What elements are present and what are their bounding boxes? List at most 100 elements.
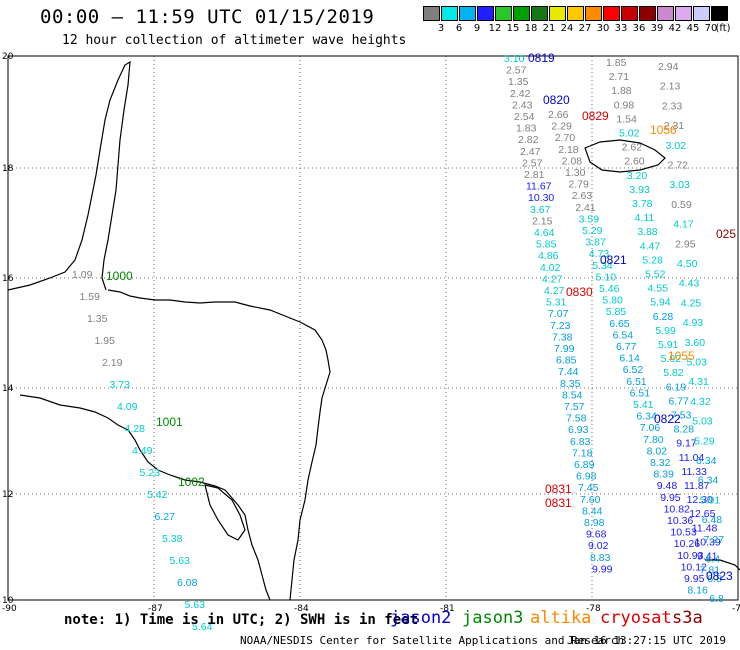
wave-height-value: 9.02 [588, 540, 609, 552]
wave-height-value: 2.43 [512, 99, 533, 111]
coastline-yucatan [19, 394, 271, 601]
wave-height-value: 4.27 [544, 285, 565, 297]
satellite-s3a: s3a [672, 608, 703, 628]
wave-height-value: 9.41 [697, 551, 718, 563]
wave-height-value: 1.35 [87, 313, 108, 325]
wave-height-value: 10.30 [528, 192, 554, 204]
wave-height-value: 6.89 [574, 459, 595, 471]
wave-height-value: 10.93 [677, 550, 703, 562]
track-time-label: 025 [716, 227, 736, 241]
wave-height-value: 7.06 [640, 422, 661, 434]
legend-label: 36 [632, 23, 646, 34]
legend-label: 30 [596, 23, 610, 34]
wave-height-value: 7.53 [671, 410, 692, 422]
legend-label: 42 [668, 23, 682, 34]
wave-height-value: 6.8 [709, 593, 724, 605]
coastline [7, 60, 740, 601]
wave-height-value: 2.31 [664, 120, 685, 132]
wave-height-value: 5.92 [661, 353, 682, 365]
wave-height-value: 5.63 [170, 555, 191, 567]
lon-label: -81 [440, 604, 455, 614]
color-legend: 3 6 9 12 15 18 21 24 27 30 33 36 39 42 45 70 (ft) [423, 6, 733, 34]
wave-height-value: 10.53 [670, 527, 696, 539]
track-time-label: 0821 [600, 253, 627, 267]
legend-label: 15 [506, 23, 520, 34]
wave-height-value: 4.47 [640, 240, 661, 252]
wave-height-value: 3.10 [504, 53, 525, 65]
wave-height-value: 2.47 [520, 146, 541, 158]
wave-height-value: 5.31 [546, 297, 567, 309]
wave-height-value: 3.73 [110, 379, 131, 391]
wave-height-value: 0.98 [614, 99, 635, 111]
legend-swatch [531, 6, 548, 21]
legend-label: 9 [473, 23, 481, 34]
wave-height-value: 2.13 [660, 81, 681, 93]
wave-height-value: 4.32 [690, 396, 711, 408]
wave-height-value: 10.26 [674, 538, 700, 550]
wave-height-value: 5.91 [700, 494, 721, 506]
wave-height-value: 6.08 [177, 577, 198, 589]
legend-label: 70 [704, 23, 718, 34]
wave-height-value: 2.54 [514, 111, 535, 123]
track-time-label: 1056 [650, 123, 677, 137]
wave-height-value: 11.67 [526, 181, 552, 193]
wave-height-value: 5.29 [694, 435, 715, 447]
wave-height-value: 5.64 [192, 621, 213, 633]
track-time-label: 1055 [668, 349, 695, 363]
wave-height-value: 5.03 [687, 357, 708, 369]
wave-height-value: 7.81 [700, 565, 721, 577]
wave-height-value: 5.29 [582, 225, 603, 237]
wave-height-value: 3.87 [585, 237, 606, 249]
legend-swatch [477, 6, 494, 21]
wave-height-value: 9.68 [586, 529, 607, 541]
wave-height-value: 4.31 [688, 376, 709, 388]
lat-label: 10 [2, 596, 14, 606]
lon-label: -75 [732, 604, 740, 614]
page-subtitle: 12 hour collection of altimeter wave hei… [62, 33, 407, 48]
legend-swatch [423, 6, 440, 21]
wave-height-value: 6.27 [155, 511, 176, 523]
wave-height-value: 5.91 [658, 339, 679, 351]
wave-height-value: 5.85 [536, 239, 557, 251]
coastline-jamaica [584, 139, 666, 173]
wave-height-value: 1.88 [611, 85, 632, 97]
track-time-label: 1001 [156, 415, 183, 429]
wave-height-value: 5.34 [592, 260, 613, 272]
wave-height-value: 6.8 [707, 573, 722, 585]
legend-label: 18 [524, 23, 538, 34]
wave-height-value: 2.72 [668, 160, 689, 172]
track-time-label: 0830 [566, 285, 593, 299]
wave-height-value: 6.19 [666, 381, 687, 393]
legend-swatch [657, 6, 674, 21]
wave-height-value: 8.98 [584, 517, 605, 529]
wave-height-value: 4.17 [673, 219, 694, 231]
wave-height-value: 5.28 [642, 254, 663, 266]
wave-height-value: 10.36 [667, 515, 693, 527]
wave-height-value: 8.02 [647, 445, 668, 457]
credit-text: NOAA/NESDIS Center for Satellite Applica… [240, 634, 625, 647]
wave-height-value: 12.30 [687, 494, 713, 506]
wave-height-value: 6.65 [609, 318, 630, 330]
wave-height-value: 5.38 [162, 533, 183, 545]
wave-height-value: 2.33 [662, 100, 683, 112]
lon-label: -87 [148, 604, 163, 614]
wave-height-value: 5.63 [185, 599, 206, 611]
legend-swatch [693, 6, 710, 21]
wave-height-value: 11.87 [684, 480, 710, 492]
wave-height-value: 2.18 [558, 144, 579, 156]
wave-height-value: 1.85 [606, 57, 627, 69]
wave-height-value: 2.19 [102, 357, 123, 369]
wave-height-value: 9.99 [592, 563, 613, 575]
wave-height-value: 8.83 [590, 552, 611, 564]
coastline-belize [7, 60, 131, 291]
wave-height-value: 1.59 [80, 291, 101, 303]
legend-label: 3 [437, 23, 445, 34]
lon-label: -84 [294, 604, 309, 614]
track-time-label: 0819 [528, 51, 555, 65]
wave-height-value: 6.85 [556, 355, 577, 367]
wave-height-value: 2.70 [555, 132, 576, 144]
wave-height-value: 2.62 [622, 142, 643, 154]
wave-height-value: 7.23 [550, 320, 571, 332]
wave-height-value: 5.41 [633, 399, 654, 411]
wave-height-value: 6.34 [698, 475, 719, 487]
